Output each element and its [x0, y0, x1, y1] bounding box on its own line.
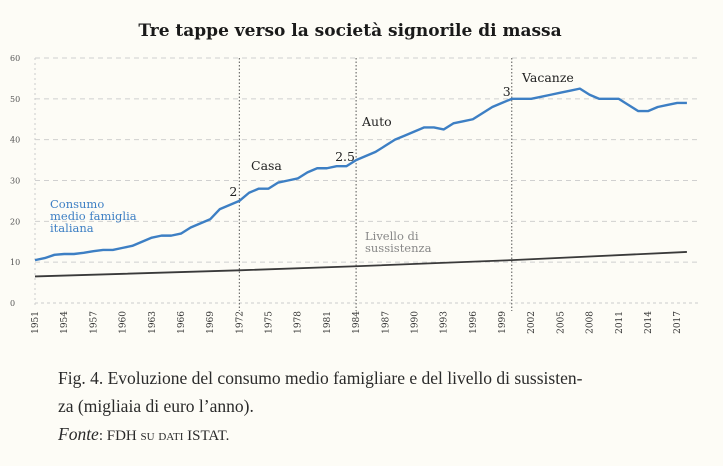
- x-tick-label: 1975: [265, 311, 275, 334]
- x-tick-label: 1996: [469, 311, 479, 334]
- x-tick-label: 1969: [206, 311, 216, 334]
- series-label-sussistenza-1: Livello di: [365, 229, 419, 243]
- x-tick-label: 1978: [294, 311, 304, 334]
- x-tick-label: 2014: [644, 311, 654, 334]
- event-label: Auto: [361, 114, 392, 129]
- x-tick-label: 1981: [323, 311, 333, 334]
- x-tick-label: 2017: [673, 311, 683, 334]
- line-chart: Tre tappe verso la società signorile di …: [10, 21, 700, 334]
- x-tick-label: 1951: [31, 311, 41, 334]
- x-tick-label: 1987: [381, 311, 391, 334]
- series-line-sussistenza: [34, 251, 687, 278]
- y-tick-label: 40: [10, 136, 20, 145]
- x-tick-label: 1966: [177, 311, 187, 334]
- x-tick-label: 1960: [119, 311, 129, 334]
- y-tick-label: 50: [10, 95, 20, 104]
- source-text: : FDH su dati ISTAT.: [98, 428, 230, 444]
- y-tick-label: 0: [10, 299, 15, 308]
- event-ratio: 2.5: [335, 149, 355, 164]
- x-tick-label: 1957: [89, 311, 99, 334]
- chart-title: Tre tappe verso la società signorile di …: [138, 21, 561, 41]
- x-tick-label: 1963: [148, 311, 158, 334]
- y-tick-label: 20: [10, 217, 20, 226]
- series-label-consumo-3: italiana: [50, 221, 94, 235]
- series-label-sussistenza-2: sussistenza: [365, 241, 432, 255]
- caption-source: Fonte: FDH su dati ISTAT.: [58, 424, 229, 445]
- event-label: Casa: [251, 158, 282, 173]
- event-ratio: 2: [229, 184, 237, 199]
- series-label-consumo-1: Consumo: [50, 197, 104, 211]
- x-tick-label: 1954: [60, 311, 70, 334]
- event-ratio: 3: [503, 84, 511, 99]
- y-tick-label: 60: [10, 54, 20, 63]
- source-label: Fonte: [58, 424, 99, 444]
- series-label-consumo-2: medio famiglia: [50, 209, 137, 223]
- series-line-consumo: [34, 87, 687, 262]
- x-tick-label: 1993: [440, 311, 450, 334]
- x-tick-label: 2011: [615, 311, 625, 334]
- y-tick-label: 10: [10, 258, 20, 267]
- x-tick-label: 2005: [556, 311, 566, 334]
- y-tick-label: 30: [10, 177, 20, 186]
- x-tick-label: 2002: [527, 311, 537, 334]
- x-tick-label: 1972: [235, 311, 245, 334]
- x-tick-label: 2008: [586, 311, 596, 334]
- caption-line-1: Fig. 4. Evoluzione del consumo medio fam…: [58, 368, 583, 388]
- x-tick-label: 1999: [498, 311, 508, 334]
- event-label: Vacanze: [521, 70, 574, 85]
- x-tick-label: 1984: [352, 311, 362, 334]
- x-tick-label: 1990: [410, 311, 420, 334]
- caption-line-2: za (migliaia di euro l’anno).: [58, 396, 254, 416]
